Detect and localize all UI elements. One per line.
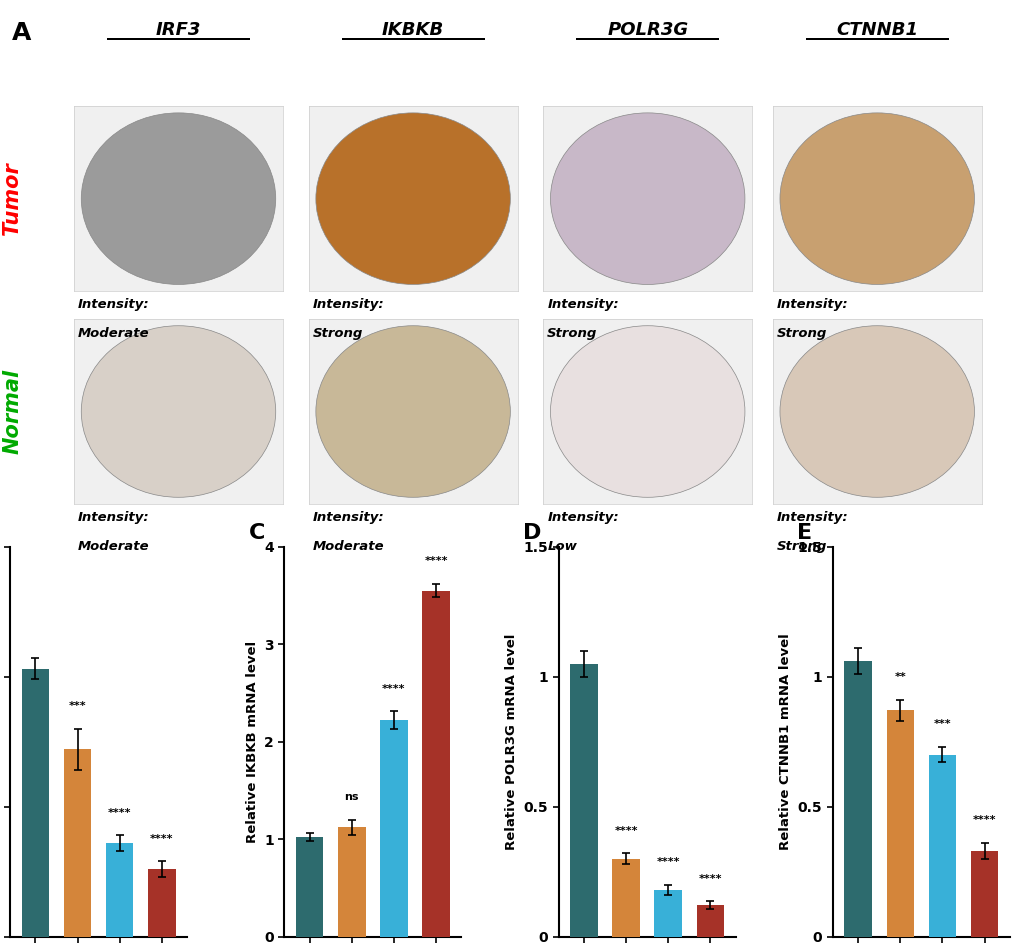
Text: ****: **** [972, 815, 996, 826]
Text: E: E [797, 523, 812, 543]
Text: Normal: Normal [2, 369, 22, 454]
Text: POLR3G: POLR3G [606, 21, 688, 39]
Text: C: C [249, 523, 265, 543]
Text: Strong: Strong [546, 327, 597, 340]
Ellipse shape [780, 325, 973, 498]
Text: ****: **** [424, 556, 447, 566]
Text: IRF3: IRF3 [156, 21, 201, 39]
Bar [611, 859, 639, 937]
Text: Intensity:: Intensity: [546, 512, 619, 524]
Text: ****: **** [613, 826, 637, 836]
Text: Intensity:: Intensity: [313, 299, 384, 311]
Text: ***: *** [68, 701, 87, 711]
Text: ****: **** [382, 684, 406, 693]
Text: IKBKB: IKBKB [381, 21, 444, 39]
Bar [570, 664, 597, 937]
Ellipse shape [780, 113, 973, 285]
Text: ***: *** [932, 719, 951, 729]
Text: Moderate: Moderate [313, 540, 384, 552]
Text: Intensity:: Intensity: [546, 299, 619, 311]
Bar [106, 843, 133, 937]
Text: Intensity:: Intensity: [77, 299, 150, 311]
Ellipse shape [82, 113, 275, 285]
Bar [380, 720, 408, 937]
Ellipse shape [550, 325, 744, 498]
Bar [422, 590, 449, 937]
Bar [654, 890, 681, 937]
Ellipse shape [550, 113, 744, 285]
Y-axis label: Relative IKBKB mRNA level: Relative IKBKB mRNA level [246, 640, 259, 843]
Text: Strong: Strong [776, 327, 826, 340]
Text: ****: **** [150, 833, 173, 844]
Y-axis label: Relative POLR3G mRNA level: Relative POLR3G mRNA level [504, 634, 518, 850]
Bar [844, 661, 871, 937]
Text: Moderate: Moderate [77, 540, 150, 552]
Text: D: D [523, 523, 541, 543]
Ellipse shape [82, 325, 275, 498]
Bar [148, 869, 175, 937]
Bar [970, 850, 998, 937]
Text: A: A [12, 21, 32, 44]
Text: Intensity:: Intensity: [313, 512, 384, 524]
Bar [64, 749, 91, 937]
Bar [296, 837, 323, 937]
Bar [338, 828, 365, 937]
Text: ****: **** [108, 808, 131, 817]
Text: Intensity:: Intensity: [77, 512, 150, 524]
Ellipse shape [316, 113, 510, 285]
Text: ns: ns [344, 792, 359, 802]
Bar [696, 905, 723, 937]
Text: Tumor: Tumor [2, 163, 22, 235]
Bar [21, 669, 49, 937]
Text: Low: Low [546, 540, 577, 552]
Text: ****: **** [656, 857, 680, 867]
Text: Intensity:: Intensity: [776, 299, 848, 311]
Text: Strong: Strong [776, 540, 826, 552]
Text: CTNNB1: CTNNB1 [836, 21, 917, 39]
Text: Strong: Strong [313, 327, 363, 340]
Text: Moderate: Moderate [77, 327, 150, 340]
Bar [886, 710, 913, 937]
Text: Intensity:: Intensity: [776, 512, 848, 524]
Y-axis label: Relative CTNNB1 mRNA level: Relative CTNNB1 mRNA level [779, 633, 792, 850]
Bar [928, 755, 955, 937]
Text: ****: **** [698, 874, 721, 884]
Text: **: ** [894, 673, 905, 682]
Ellipse shape [316, 325, 510, 498]
